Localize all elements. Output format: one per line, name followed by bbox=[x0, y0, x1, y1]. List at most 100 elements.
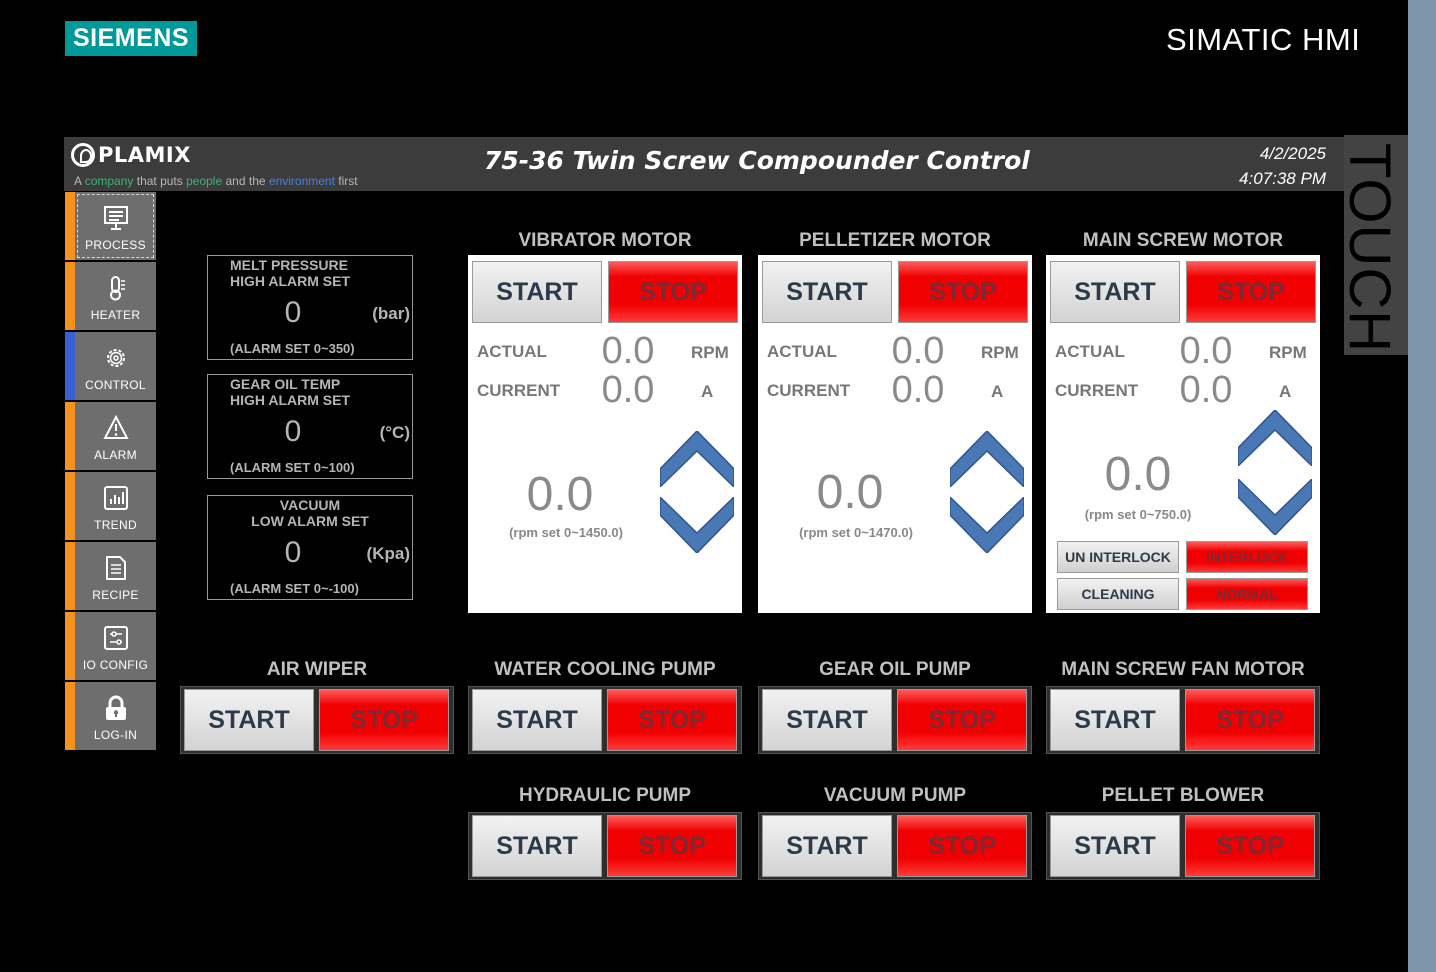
melt-pressure-alarm-input[interactable]: 0 bbox=[284, 296, 302, 329]
water-cooling-stop-button[interactable]: STOP bbox=[607, 689, 737, 751]
tagline-word: people bbox=[186, 174, 223, 188]
pellet-blower-controls: START STOP bbox=[1046, 812, 1320, 880]
vacuum-alarm-set: VACUUM LOW ALARM SET 0 (Kpa) (ALARM SET … bbox=[207, 495, 413, 600]
title-bar: PLAMIX A company that puts people and th… bbox=[64, 137, 1344, 191]
pellet-blower-start-button[interactable]: START bbox=[1050, 815, 1180, 877]
nav-item-process[interactable]: PROCESS bbox=[65, 192, 156, 260]
main-screw-motor-title: MAIN SCREW MOTOR bbox=[1082, 230, 1284, 251]
air-wiper-stop-button[interactable]: STOP bbox=[319, 689, 449, 751]
interlock-button[interactable]: INTERLOCK bbox=[1186, 541, 1308, 573]
plamix-logo-word: PLAMIX bbox=[98, 143, 191, 167]
hydraulic-start-button[interactable]: START bbox=[472, 815, 602, 877]
current-label: CURRENT bbox=[477, 381, 561, 400]
nav-item-heater[interactable]: HEATER bbox=[65, 262, 156, 330]
sliders-icon bbox=[102, 624, 130, 652]
speed-up-arrow-icon[interactable] bbox=[660, 431, 734, 487]
alarm-title-line: HIGH ALARM SET bbox=[230, 392, 351, 408]
vacuum-pump-start-button[interactable]: START bbox=[762, 815, 892, 877]
alarm-title-line: MELT PRESSURE bbox=[230, 257, 348, 273]
current-value: 0.0 bbox=[601, 369, 655, 411]
nav-item-alarm[interactable]: ALARM bbox=[65, 402, 156, 470]
cleaning-button[interactable]: CLEANING bbox=[1057, 578, 1179, 610]
tagline: A company that puts people and the envir… bbox=[74, 174, 358, 188]
water-cooling-pump-title: WATER COOLING PUMP bbox=[494, 659, 716, 680]
nav-item-trend[interactable]: TREND bbox=[65, 472, 156, 540]
nav-label: TREND bbox=[94, 518, 137, 532]
water-cooling-pump-controls: START STOP bbox=[468, 686, 742, 754]
current-label: CURRENT bbox=[1055, 381, 1139, 400]
tagline-word: first bbox=[338, 174, 358, 188]
tagline-word: A bbox=[74, 174, 82, 188]
gear-oil-start-button[interactable]: START bbox=[762, 689, 892, 751]
alarm-title: MELT PRESSURE HIGH ALARM SET bbox=[230, 257, 350, 289]
actual-unit: RPM bbox=[981, 343, 1019, 362]
alarm-range: (ALARM SET 0~100) bbox=[230, 460, 355, 475]
gear-oil-stop-button[interactable]: STOP bbox=[897, 689, 1027, 751]
actual-label: ACTUAL bbox=[477, 342, 547, 361]
nav-label: PROCESS bbox=[85, 238, 146, 252]
hmi-model-label: SIMATIC HMI bbox=[1166, 22, 1361, 57]
gear-oil-temp-alarm-set: GEAR OIL TEMP HIGH ALARM SET 0 (°C) (ALA… bbox=[207, 374, 413, 479]
water-cooling-start-button[interactable]: START bbox=[472, 689, 602, 751]
nav-item-io-config[interactable]: IO CONFIG bbox=[65, 612, 156, 680]
setpoint-range: (rpm set 0~750.0) bbox=[1084, 507, 1192, 522]
vibrator-start-button[interactable]: START bbox=[472, 261, 602, 323]
speed-down-arrow-icon[interactable] bbox=[660, 497, 734, 553]
speed-up-arrow-icon[interactable] bbox=[950, 431, 1024, 487]
alarm-unit: (Kpa) bbox=[366, 544, 410, 563]
nav-item-control[interactable]: CONTROL bbox=[65, 332, 156, 400]
touch-tab: TOUCH bbox=[1337, 135, 1408, 355]
pelletizer-start-button[interactable]: START bbox=[762, 261, 892, 323]
gear-oil-pump-title: GEAR OIL PUMP bbox=[819, 659, 971, 680]
main-screw-fan-title: MAIN SCREW FAN MOTOR bbox=[1061, 659, 1305, 680]
plamix-logo: PLAMIX bbox=[71, 143, 191, 167]
normal-button[interactable]: NORMAL bbox=[1186, 578, 1308, 610]
actual-value: 0.0 bbox=[891, 330, 945, 372]
document-icon bbox=[102, 554, 130, 582]
actual-value: 0.0 bbox=[1179, 330, 1233, 372]
main-screw-fan-stop-button[interactable]: STOP bbox=[1185, 689, 1315, 751]
pelletizer-stop-button[interactable]: STOP bbox=[898, 261, 1028, 323]
nav-label: HEATER bbox=[90, 308, 141, 322]
speed-down-arrow-icon[interactable] bbox=[1238, 479, 1312, 535]
alarm-title: GEAR OIL TEMP HIGH ALARM SET bbox=[230, 376, 350, 408]
pelletizer-motor-panel: START STOP ACTUAL 0.0 RPM CURRENT 0.0 A … bbox=[758, 255, 1032, 613]
speed-up-arrow-icon[interactable] bbox=[1238, 410, 1312, 466]
speed-setpoint-input[interactable]: 0.0 bbox=[526, 468, 594, 521]
vacuum-alarm-input[interactable]: 0 bbox=[284, 536, 302, 569]
main-screw-start-button[interactable]: START bbox=[1050, 261, 1180, 323]
setpoint-range: (rpm set 0~1450.0) bbox=[509, 525, 623, 540]
actual-value: 0.0 bbox=[601, 330, 655, 372]
page-title: 75-36 Twin Screw Compounder Control bbox=[484, 146, 1030, 175]
vacuum-pump-stop-button[interactable]: STOP bbox=[897, 815, 1027, 877]
warning-icon bbox=[102, 414, 130, 442]
alarm-title-line: GEAR OIL TEMP bbox=[230, 376, 341, 392]
alarm-range: (ALARM SET 0~-100) bbox=[230, 581, 359, 596]
speed-setpoint-input[interactable]: 0.0 bbox=[816, 466, 884, 519]
siemens-logo: SIEMENS bbox=[65, 21, 197, 56]
main-screw-fan-start-button[interactable]: START bbox=[1050, 689, 1180, 751]
melt-pressure-alarm-set: MELT PRESSURE HIGH ALARM SET 0 (bar) (AL… bbox=[207, 255, 413, 360]
vibrator-motor-panel: START STOP ACTUAL 0.0 RPM CURRENT 0.0 A … bbox=[468, 255, 742, 613]
speed-down-arrow-icon[interactable] bbox=[950, 497, 1024, 553]
main-screw-stop-button[interactable]: STOP bbox=[1186, 261, 1316, 323]
nav-item-recipe[interactable]: RECIPE bbox=[65, 542, 156, 610]
tagline-word: company bbox=[84, 174, 134, 188]
bar-chart-icon bbox=[102, 484, 130, 512]
un-interlock-button[interactable]: UN INTERLOCK bbox=[1057, 541, 1179, 573]
pelletizer-motor-title: PELLETIZER MOTOR bbox=[799, 230, 991, 251]
actual-unit: RPM bbox=[691, 343, 729, 362]
thermometer-icon bbox=[102, 274, 130, 302]
pellet-blower-stop-button[interactable]: STOP bbox=[1185, 815, 1315, 877]
time-display: 4:07:38 PM bbox=[1239, 169, 1326, 188]
nav-item-log-in[interactable]: LOG-IN bbox=[65, 682, 156, 750]
speed-setpoint-input[interactable]: 0.0 bbox=[1104, 448, 1172, 501]
hydraulic-pump-controls: START STOP bbox=[468, 812, 742, 880]
air-wiper-start-button[interactable]: START bbox=[184, 689, 314, 751]
touch-label: TOUCH bbox=[1337, 143, 1402, 354]
hydraulic-stop-button[interactable]: STOP bbox=[607, 815, 737, 877]
vibrator-stop-button[interactable]: STOP bbox=[608, 261, 738, 323]
nav-label: LOG-IN bbox=[93, 728, 138, 742]
gear-oil-temp-alarm-input[interactable]: 0 bbox=[284, 415, 302, 448]
vacuum-pump-title: VACUUM PUMP bbox=[823, 785, 967, 806]
